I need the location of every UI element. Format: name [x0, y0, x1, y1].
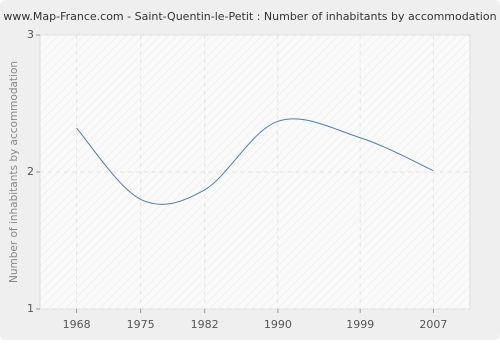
x-tick-label: 1990: [264, 318, 292, 331]
x-tick-label: 1975: [127, 318, 155, 331]
x-tick-label: 2007: [419, 318, 447, 331]
chart-title: www.Map-France.com - Saint-Quentin-le-Pe…: [3, 10, 496, 23]
x-tick-label: 1968: [63, 318, 91, 331]
line-series: [76, 118, 434, 205]
x-tick-label: 1982: [191, 318, 219, 331]
y-tick-label: 2: [27, 165, 34, 178]
y-tick-label: 3: [27, 28, 34, 41]
plot-area: [39, 34, 471, 310]
x-tick-label: 1999: [346, 318, 374, 331]
y-axis-label: Number of inhabitants by accommodation: [8, 61, 20, 283]
y-tick-label: 1: [27, 302, 34, 315]
